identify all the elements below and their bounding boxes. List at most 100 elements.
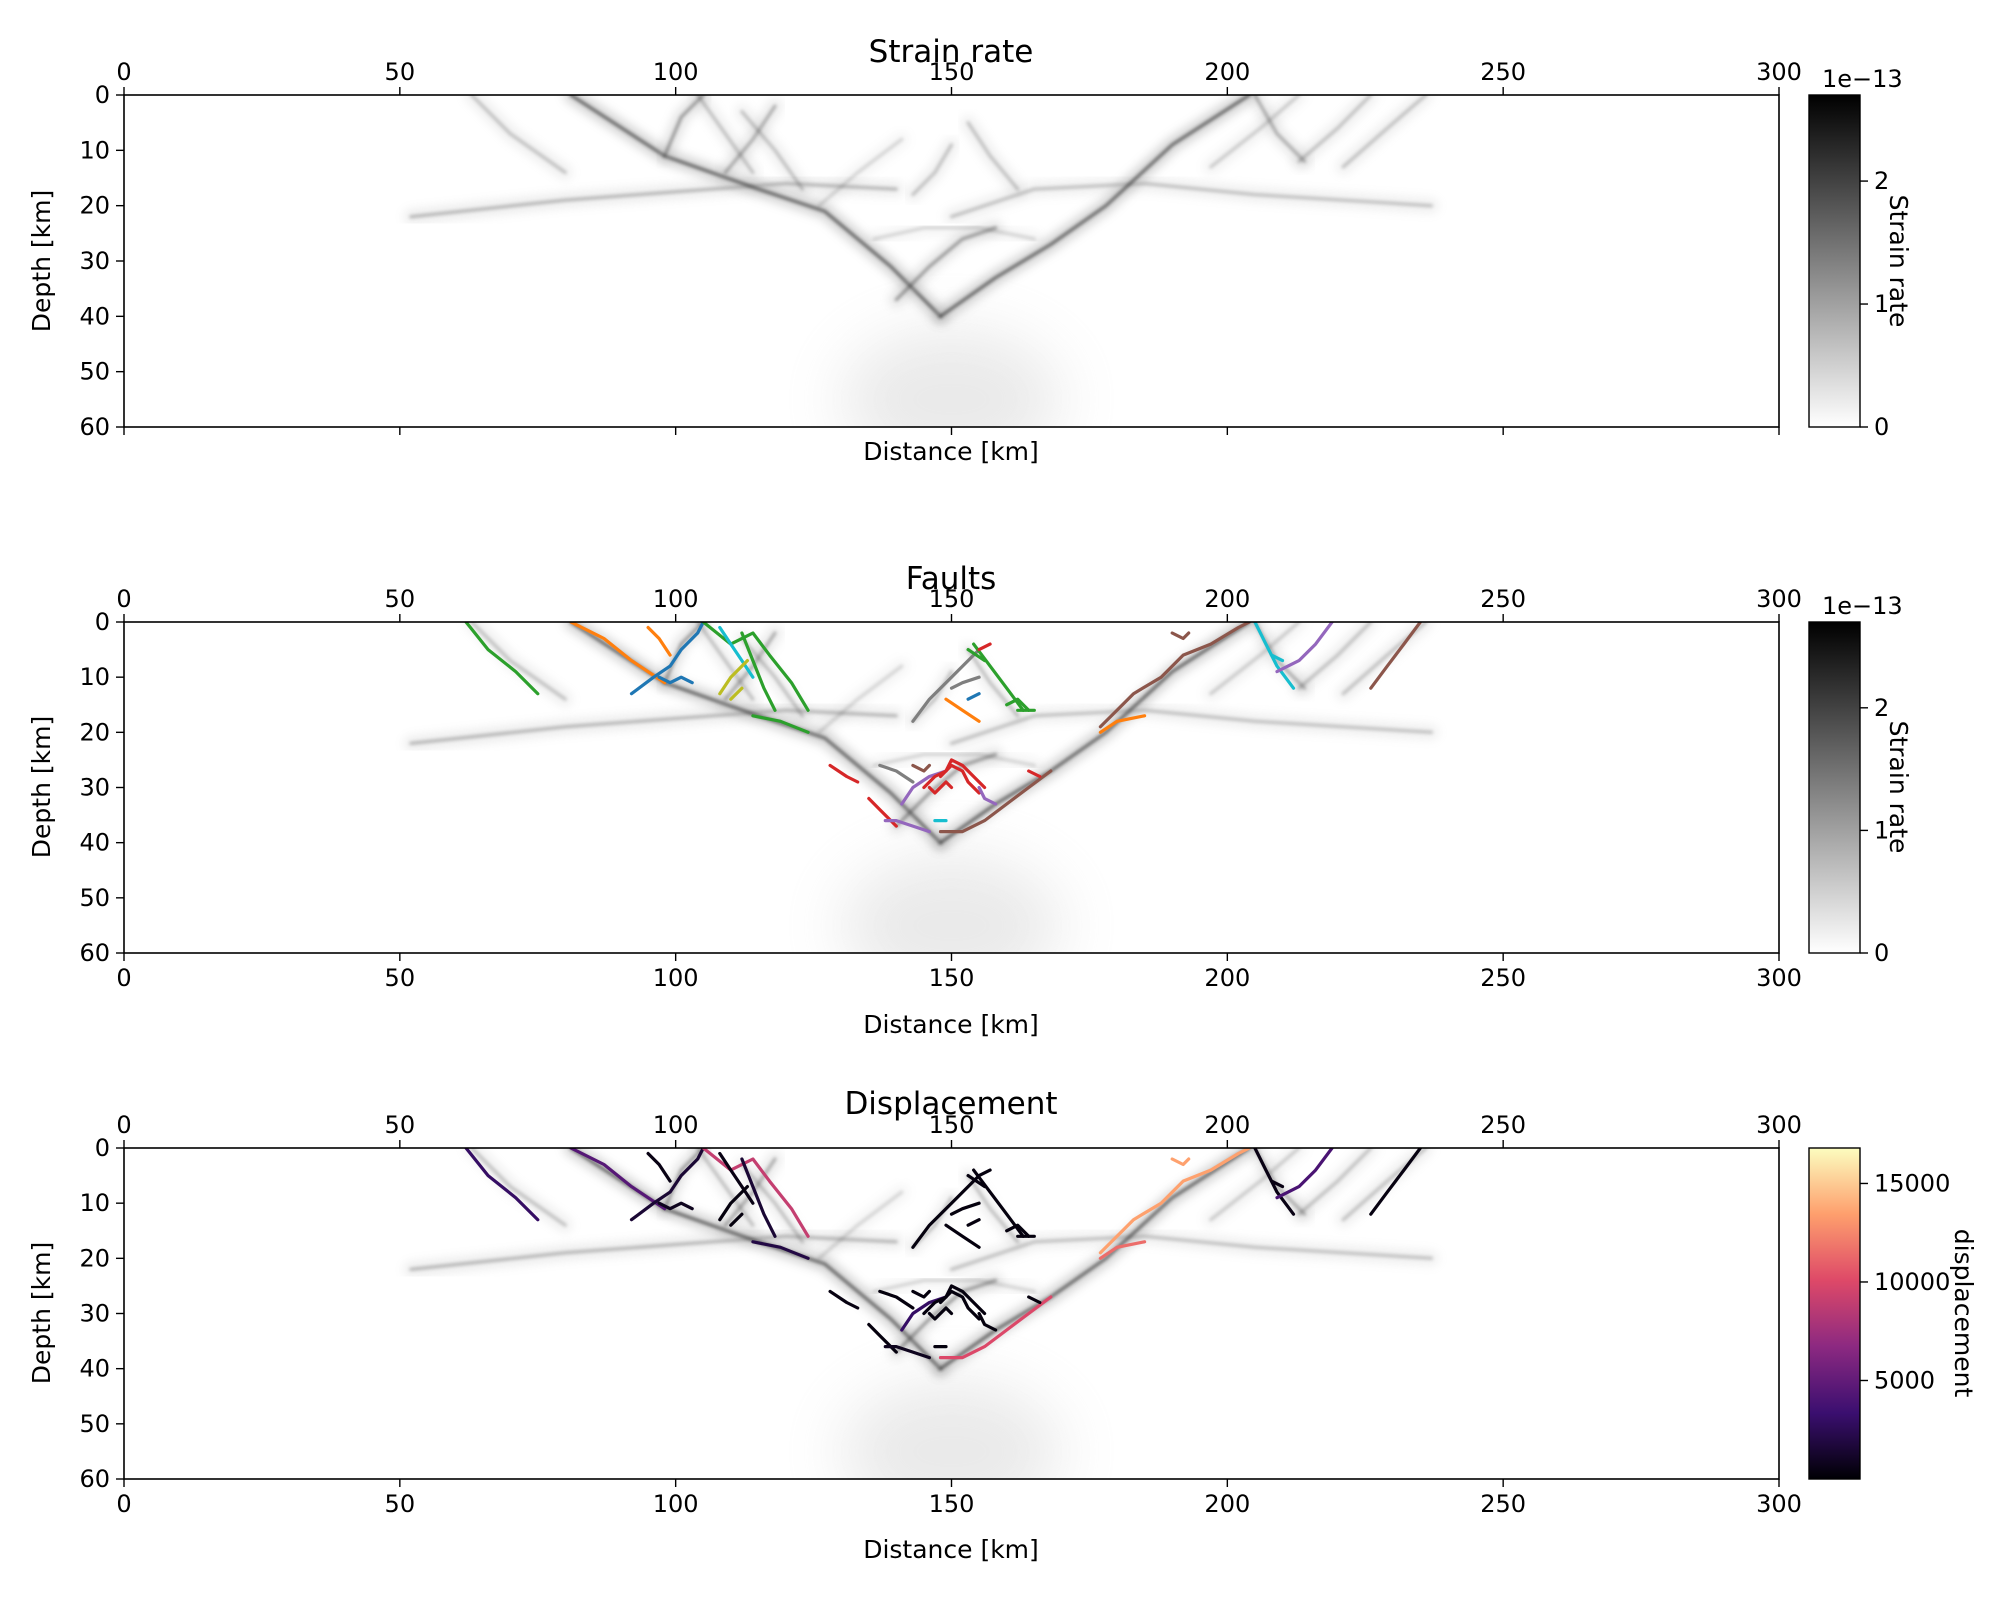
strain-band (872, 752, 1036, 767)
x-tick-label-bottom: 300 (1756, 1490, 1802, 1518)
colorbar-label: Strain rate (1884, 195, 1913, 328)
strain-band (872, 226, 1036, 241)
panel-title: Displacement (844, 1086, 1057, 1122)
x-tick-label-bottom: 200 (1204, 1490, 1250, 1518)
y-tick-label: 0 (95, 1134, 110, 1162)
fault-line (966, 648, 987, 663)
fault-line (949, 675, 981, 690)
fault-line (1027, 769, 1042, 779)
fault-line (657, 1201, 694, 1211)
colorbar-label: displacement (1949, 1229, 1978, 1398)
y-axis-label: Depth [km] (27, 1242, 56, 1384)
strain-band (950, 708, 1433, 745)
x-tick-label-top: 100 (653, 585, 699, 613)
x-tick-label-top: 250 (1480, 1111, 1526, 1139)
x-tick-label-bottom: 200 (1204, 964, 1250, 992)
strain-band (817, 664, 904, 734)
fault-line (740, 631, 777, 712)
strain-field (403, 95, 1439, 427)
faults-heatmap (403, 622, 1439, 953)
y-tick-label: 50 (79, 884, 110, 912)
fault-line (927, 780, 954, 795)
strain-field (403, 622, 1439, 953)
fault-line (1005, 1223, 1031, 1238)
strain-band (470, 622, 567, 701)
y-tick-label: 30 (79, 247, 110, 275)
y-axis-label: Depth [km] (27, 190, 56, 332)
colorbar-tick-label: 2 (1874, 167, 1889, 195)
strain-band (1209, 95, 1301, 169)
fault-line (966, 1218, 981, 1227)
displacement-heatmap (403, 1148, 1439, 1479)
panel-title: Faults (906, 561, 997, 597)
fault-line (911, 648, 981, 723)
fault-line (878, 763, 915, 784)
x-tick-label-bottom: 50 (385, 1490, 416, 1518)
strain-band (872, 1278, 1036, 1293)
fault-line (629, 622, 705, 696)
colorbar-ticks: 0 1 2 (1860, 167, 1889, 441)
colorbar-offset: 1e−13 (1822, 592, 1903, 620)
fault-line (938, 763, 981, 795)
fault-line (1027, 1295, 1042, 1305)
x-tick-label-top: 150 (929, 58, 975, 86)
axis-ticks: 0050501001001501502002002502503003000102… (79, 585, 1801, 992)
strain-band (939, 622, 1251, 845)
fault-line (1098, 1148, 1251, 1255)
x-tick-label-bottom: 250 (1480, 964, 1526, 992)
fault-line (828, 763, 860, 784)
axis-ticks: 0050501001001501502002002502503003000102… (79, 1111, 1801, 1518)
colorbar-tick-label: 2 (1874, 694, 1889, 722)
x-tick-label-top: 50 (385, 585, 416, 613)
x-tick-label-top: 150 (929, 1111, 975, 1139)
fault-line (657, 675, 694, 685)
strain-band (1341, 95, 1428, 169)
strain-field (403, 1148, 1439, 1479)
fault-line (883, 1345, 931, 1360)
fault-line (1269, 1179, 1285, 1189)
y-tick-label: 60 (79, 413, 110, 441)
strain-band (409, 1234, 898, 1271)
strain-band (817, 1190, 904, 1260)
fault-line (1005, 697, 1031, 712)
x-tick-label-top: 250 (1480, 58, 1526, 86)
fault-line (828, 1289, 860, 1310)
fault-line (938, 1289, 981, 1321)
x-tick-label-bottom: 100 (653, 964, 699, 992)
x-tick-label-top: 200 (1204, 58, 1250, 86)
y-tick-label: 10 (79, 136, 110, 164)
fault-line (867, 1322, 898, 1354)
y-tick-label: 40 (79, 1355, 110, 1383)
fault-line (977, 642, 992, 652)
fault-line (911, 763, 931, 773)
fault-line (1369, 1148, 1422, 1216)
fault-line (949, 1201, 981, 1216)
fault-line (977, 785, 998, 806)
colorbar-tick-label: 5000 (1874, 1366, 1935, 1394)
axis-ticks: 0 50 100 150 200 250 300 0 10 20 30 40 50 60 (79, 58, 1801, 441)
fault-line (718, 1185, 749, 1222)
fault-line (966, 1174, 987, 1189)
y-tick-label: 10 (79, 663, 110, 691)
x-tick-label-bottom: 300 (1756, 964, 1802, 992)
y-tick-label: 20 (79, 192, 110, 220)
y-tick-label: 50 (79, 1410, 110, 1438)
fault-line (883, 819, 931, 834)
fault-line (740, 1157, 777, 1238)
fault-line (751, 1240, 810, 1260)
strain-band (1297, 622, 1373, 690)
panel-faults: Faults 005050100100150150200200250250300… (27, 561, 1913, 1039)
fault-line (701, 622, 810, 712)
fault-line (1275, 1148, 1334, 1200)
fault-line (718, 1151, 755, 1205)
fault-line (701, 1148, 810, 1238)
strain-band (723, 1157, 777, 1227)
x-tick-label-top: 250 (1480, 585, 1526, 613)
fault-line (867, 796, 898, 828)
fault-line (977, 1168, 992, 1178)
fault-line (1170, 1157, 1191, 1167)
strain-band (1297, 95, 1373, 163)
x-tick-label-top: 200 (1204, 585, 1250, 613)
strain-band (740, 1163, 804, 1244)
